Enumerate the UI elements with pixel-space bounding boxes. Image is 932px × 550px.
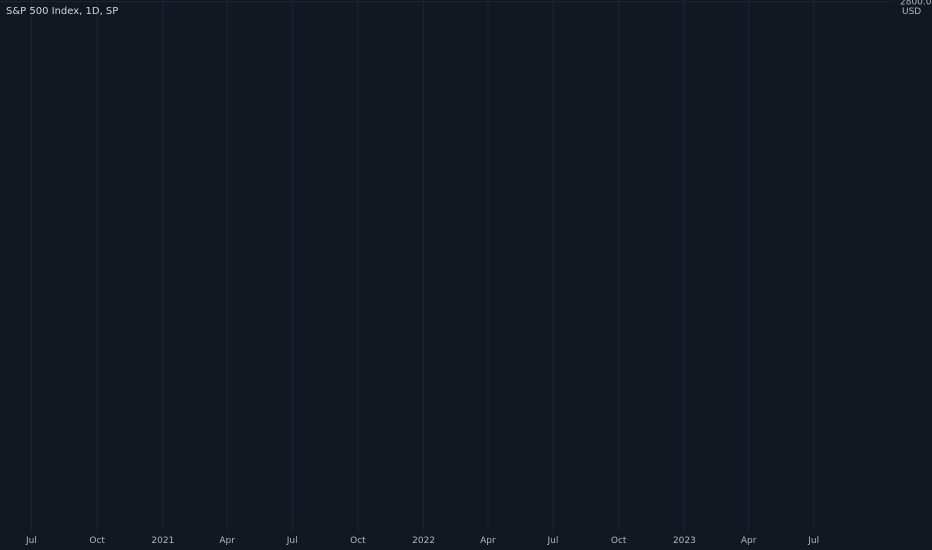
time-tick-label: Oct	[611, 536, 627, 546]
grid	[0, 0, 893, 532]
time-tick-label: 2022	[412, 536, 435, 546]
currency-label: USD	[902, 7, 921, 17]
time-tick-label: 2021	[151, 536, 174, 546]
price-axis: 2800.003000.003200.003400.003600.003800.…	[900, 0, 932, 8]
chart-title: S&P 500 Index, 1D, SP	[6, 6, 118, 17]
time-tick-label: Jul	[807, 536, 819, 546]
time-tick-label: Apr	[480, 536, 496, 546]
time-tick-label: Oct	[89, 536, 105, 546]
time-tick-label: 2023	[673, 536, 696, 546]
time-tick-label: Oct	[350, 536, 366, 546]
time-tick-label: Apr	[741, 536, 757, 546]
time-tick-label: Jul	[25, 536, 37, 546]
time-tick-label: Jul	[286, 536, 298, 546]
time-tick-label: Jul	[547, 536, 559, 546]
time-tick-label: Apr	[219, 536, 235, 546]
time-axis: Jul Oct 2021 Apr Jul Oct 2022 Apr Jul Oct 2023 Apr J…	[25, 536, 819, 546]
price-tick-label: 2800.00	[900, 0, 932, 8]
